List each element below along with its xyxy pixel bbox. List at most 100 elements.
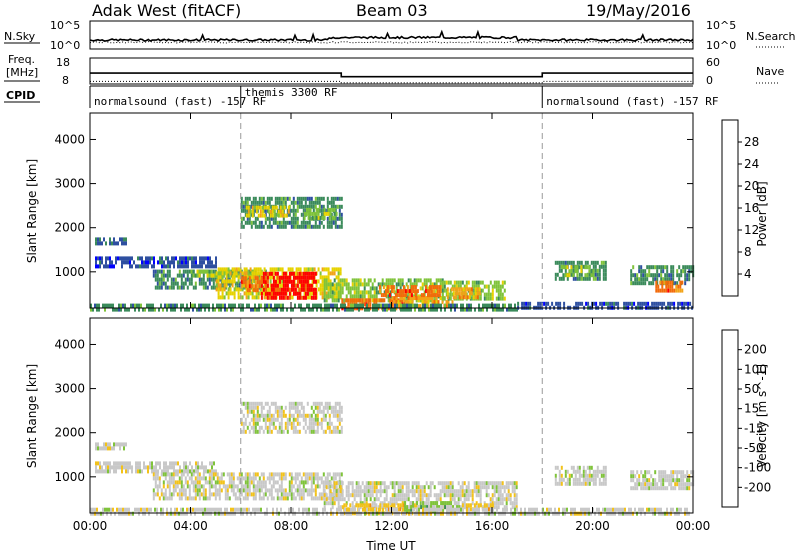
heatmap-cell [184,480,187,485]
heatmap-cell [479,280,482,285]
heatmap-cell [284,413,287,418]
heatmap-cell [604,465,607,470]
heatmap-cell [485,493,488,498]
heatmap-cell [372,511,374,516]
heatmap-cell [390,307,392,312]
heatmap-cell [382,303,384,308]
heatmap-cell [492,303,494,308]
heatmap-cell [317,279,320,284]
heatmap-cell [302,507,304,512]
heatmap-cell [95,442,97,447]
heatmap-cell [334,196,337,201]
heatmap-cell [620,511,622,516]
heatmap-cell [272,220,275,225]
heatmap-cell [284,425,287,430]
heatmap-cell [186,480,189,485]
heatmap-cell [399,282,402,287]
heatmap-cell [194,511,196,516]
heatmap-cell [247,209,250,214]
heatmap-cell [105,461,107,466]
heatmap-cell [513,493,516,498]
heatmap-cell [520,507,522,512]
heatmap-cell [308,287,311,292]
heatmap-cell [284,472,287,477]
heatmap-cell [349,503,352,508]
heatmap-cell [270,472,273,477]
heatmap-cell [387,282,390,287]
heatmap-cell [309,207,312,212]
heatmap-cell [363,290,366,295]
heatmap-cell [180,281,183,286]
heatmap-cell [196,488,199,493]
heatmap-cell [214,273,217,278]
heatmap-cell [556,465,559,470]
heatmap-cell [341,489,344,494]
heatmap-cell [417,278,420,283]
heatmap-cell [163,465,165,470]
heatmap-cell [389,278,392,283]
heatmap-cell [225,271,228,276]
heatmap-cell [357,278,360,283]
heatmap-cell [353,505,356,510]
heatmap-cell [422,501,425,506]
heatmap-cell [170,480,173,485]
heatmap-cell [403,298,406,303]
heatmap-cell [656,486,659,491]
heatmap-cell [482,507,484,512]
colorbar-tick-label: 200 [744,343,767,357]
heatmap-cell [309,295,312,300]
heatmap-cell [335,286,338,291]
heatmap-cell [195,461,197,466]
heatmap-cell [447,505,450,510]
heatmap-cell [666,269,669,274]
heatmap-cell [128,507,130,512]
heatmap-cell [345,501,348,506]
heatmap-cell [446,291,449,296]
heatmap-cell [266,417,269,422]
heatmap-cell [375,503,378,508]
heatmap-cell [326,303,328,308]
heatmap-cell [570,473,573,478]
heatmap-cell [451,497,454,502]
heatmap-cell [339,489,342,494]
heatmap-cell [586,273,589,278]
heatmap-cell [576,269,579,274]
heatmap-cell [461,501,464,506]
heatmap-cell [459,497,462,502]
power-x-ticks [89,113,694,308]
heatmap-cell [400,289,403,294]
heatmap-cell [594,473,597,478]
heatmap-cell [415,489,418,494]
heatmap-cell [582,507,584,512]
heatmap-cell [381,501,384,506]
heatmap-cell [440,501,443,506]
heatmap-cell [187,260,189,265]
heatmap-cell [205,256,207,261]
heatmap-cell [94,507,96,512]
heatmap-cell [290,476,293,481]
heatmap-cell [244,480,247,485]
heatmap-cell [248,276,251,281]
heatmap-cell [359,485,362,490]
heatmap-cell [236,476,239,481]
heatmap-cell [452,511,454,516]
heatmap-cell [423,296,426,301]
heatmap-cell [450,511,452,516]
heatmap-cell [345,294,348,299]
heatmap-cell [499,489,502,494]
heatmap-cell [198,269,201,274]
heatmap-cell [636,273,639,278]
heatmap-cell [304,295,307,300]
heatmap-cell [242,429,245,434]
heatmap-cell [187,264,189,269]
heatmap-cell [387,501,390,506]
heatmap-cell [421,282,424,287]
heatmap-cell [642,281,645,286]
heatmap-cell [196,273,199,278]
heatmap-cell [270,196,273,201]
heatmap-cell [379,298,382,303]
heatmap-cell [341,505,344,510]
heatmap-cell [143,461,145,466]
heatmap-cell [436,505,439,510]
heatmap-cell [288,492,291,497]
